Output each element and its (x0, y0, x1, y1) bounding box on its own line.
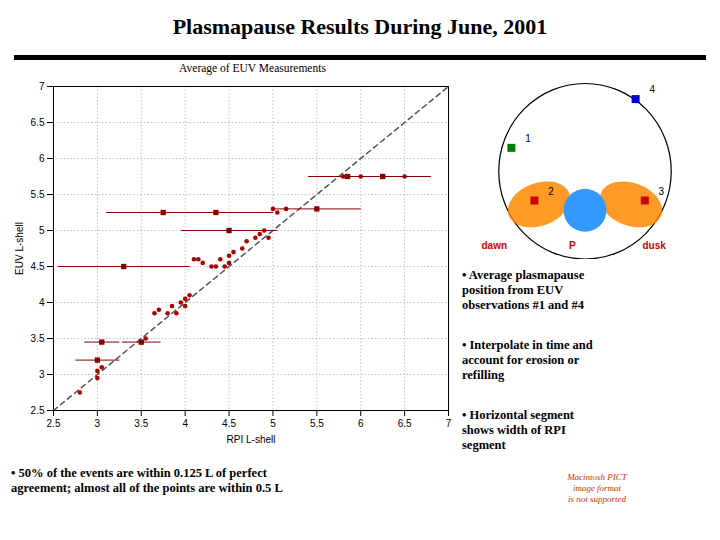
svg-text:5.5: 5.5 (31, 189, 45, 200)
svg-text:4.5: 4.5 (31, 261, 45, 272)
svg-text:EUV L-shell: EUV L-shell (14, 222, 25, 275)
svg-text:2: 2 (548, 186, 554, 197)
svg-text:5.5: 5.5 (310, 418, 324, 429)
svg-text:2.5: 2.5 (31, 405, 45, 416)
svg-text:2.5: 2.5 (47, 418, 61, 429)
html-text:Average of EUV Measurements: Average of EUV Measurements (179, 62, 326, 74)
svg-text:dusk: dusk (643, 240, 667, 251)
svg-text:5: 5 (270, 418, 276, 429)
svg-text:4: 4 (39, 297, 45, 308)
html-text:• 50% of the events are within: • 50% of the events are within 0.125 L o… (11, 466, 283, 495)
svg-text:P: P (569, 240, 576, 251)
svg-text:3: 3 (659, 186, 665, 197)
svg-text:4.5: 4.5 (222, 418, 236, 429)
svg-text:1: 1 (525, 133, 531, 144)
svg-text:5: 5 (39, 225, 45, 236)
svg-text:6: 6 (39, 153, 45, 164)
svg-text:3.5: 3.5 (31, 333, 45, 344)
svg-text:7: 7 (39, 81, 45, 92)
svg-text:6: 6 (358, 418, 364, 429)
html-text:Macintosh PICT image format is: Macintosh PICT image format is not suppo… (567, 472, 627, 504)
svg-text:7: 7 (446, 418, 452, 429)
svg-text:dawn: dawn (482, 240, 508, 251)
html-text:• Interpolate in time and acco: • Interpolate in time and account for er… (462, 338, 593, 382)
html-text:• Horizontal segment shows wid: • Horizontal segment shows width of RPI … (462, 408, 574, 452)
html-text:• Average plasmapause position: • Average plasmapause position from EUV … (462, 268, 585, 312)
svg-text:3.5: 3.5 (134, 418, 148, 429)
svg-text:6.5: 6.5 (31, 117, 45, 128)
svg-text:3: 3 (39, 369, 45, 380)
html-text:Plasmapause Results During Jun: Plasmapause Results During June, 2001 (172, 14, 548, 39)
svg-text:3: 3 (95, 418, 101, 429)
svg-text:RPI L-shell: RPI L-shell (227, 434, 276, 445)
svg-text:4: 4 (182, 418, 188, 429)
svg-text:4: 4 (649, 84, 655, 95)
svg-text:6.5: 6.5 (398, 418, 412, 429)
